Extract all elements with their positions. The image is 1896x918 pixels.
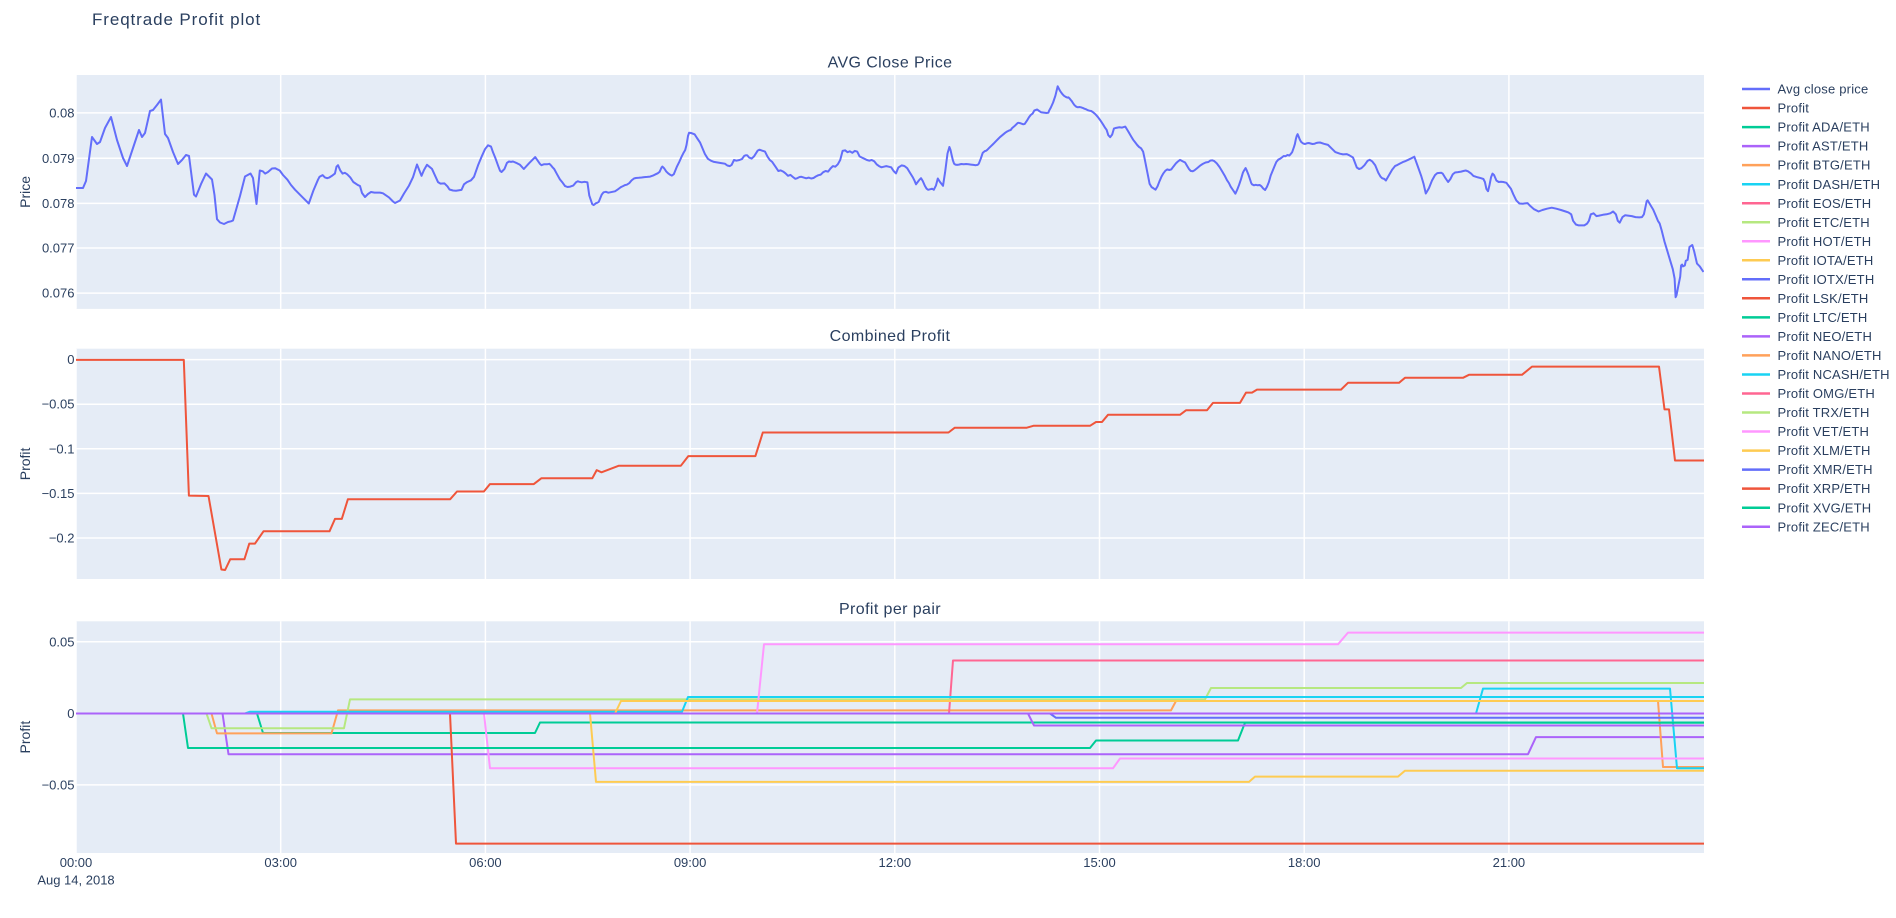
svg-text:−0.15: −0.15 <box>42 486 75 501</box>
svg-text:Profit AST/ETH: Profit AST/ETH <box>1778 139 1869 154</box>
svg-text:Profit ZEC/ETH: Profit ZEC/ETH <box>1778 519 1870 534</box>
svg-text:0: 0 <box>67 352 74 367</box>
svg-text:15:00: 15:00 <box>1083 855 1116 870</box>
svg-text:21:00: 21:00 <box>1493 855 1526 870</box>
svg-text:00:00: 00:00 <box>60 855 93 870</box>
svg-text:Profit TRX/ETH: Profit TRX/ETH <box>1778 405 1870 420</box>
svg-text:−0.05: −0.05 <box>42 777 75 792</box>
svg-text:Profit NANO/ETH: Profit NANO/ETH <box>1778 348 1882 363</box>
svg-text:Profit LTC/ETH: Profit LTC/ETH <box>1778 310 1868 325</box>
svg-text:Profit ETC/ETH: Profit ETC/ETH <box>1778 215 1870 230</box>
svg-text:Aug 14, 2018: Aug 14, 2018 <box>37 873 114 888</box>
svg-text:Combined Profit: Combined Profit <box>830 328 951 345</box>
svg-text:Profit ADA/ETH: Profit ADA/ETH <box>1778 120 1870 135</box>
svg-text:Price: Price <box>17 176 33 208</box>
svg-text:0.077: 0.077 <box>42 241 75 256</box>
svg-text:Profit XVG/ETH: Profit XVG/ETH <box>1778 500 1872 515</box>
svg-text:Profit: Profit <box>1778 101 1810 116</box>
svg-text:0.05: 0.05 <box>49 634 74 649</box>
svg-text:Profit HOT/ETH: Profit HOT/ETH <box>1778 234 1872 249</box>
svg-text:Profit XMR/ETH: Profit XMR/ETH <box>1778 462 1873 477</box>
svg-text:−0.1: −0.1 <box>49 441 75 456</box>
svg-text:09:00: 09:00 <box>674 855 707 870</box>
svg-text:12:00: 12:00 <box>879 855 912 870</box>
svg-text:AVG Close Price: AVG Close Price <box>828 55 953 72</box>
svg-text:0.076: 0.076 <box>42 286 75 301</box>
svg-text:Profit BTG/ETH: Profit BTG/ETH <box>1778 158 1871 173</box>
svg-text:Profit LSK/ETH: Profit LSK/ETH <box>1778 291 1869 306</box>
svg-text:Profit per pair: Profit per pair <box>839 601 941 618</box>
svg-text:Profit XLM/ETH: Profit XLM/ETH <box>1778 443 1871 458</box>
svg-text:Profit IOTA/ETH: Profit IOTA/ETH <box>1778 253 1874 268</box>
svg-text:18:00: 18:00 <box>1288 855 1321 870</box>
svg-text:Profit NCASH/ETH: Profit NCASH/ETH <box>1778 367 1890 382</box>
svg-text:0: 0 <box>67 706 74 721</box>
svg-text:Profit DASH/ETH: Profit DASH/ETH <box>1778 177 1881 192</box>
svg-text:Profit EOS/ETH: Profit EOS/ETH <box>1778 196 1872 211</box>
svg-text:−0.05: −0.05 <box>42 397 75 412</box>
svg-text:−0.2: −0.2 <box>49 531 75 546</box>
svg-text:0.078: 0.078 <box>42 196 75 211</box>
svg-text:Avg close price: Avg close price <box>1778 82 1869 97</box>
svg-text:Profit: Profit <box>17 447 33 480</box>
svg-text:06:00: 06:00 <box>469 855 502 870</box>
svg-text:Profit: Profit <box>17 721 33 754</box>
svg-text:Profit VET/ETH: Profit VET/ETH <box>1778 424 1870 439</box>
svg-text:0.079: 0.079 <box>42 151 75 166</box>
svg-text:Profit OMG/ETH: Profit OMG/ETH <box>1778 386 1875 401</box>
svg-text:Profit XRP/ETH: Profit XRP/ETH <box>1778 481 1871 496</box>
svg-text:0.08: 0.08 <box>49 105 74 120</box>
svg-text:Profit IOTX/ETH: Profit IOTX/ETH <box>1778 272 1875 287</box>
svg-text:Freqtrade Profit plot: Freqtrade Profit plot <box>92 10 261 29</box>
svg-text:Profit NEO/ETH: Profit NEO/ETH <box>1778 329 1873 344</box>
svg-text:03:00: 03:00 <box>264 855 297 870</box>
